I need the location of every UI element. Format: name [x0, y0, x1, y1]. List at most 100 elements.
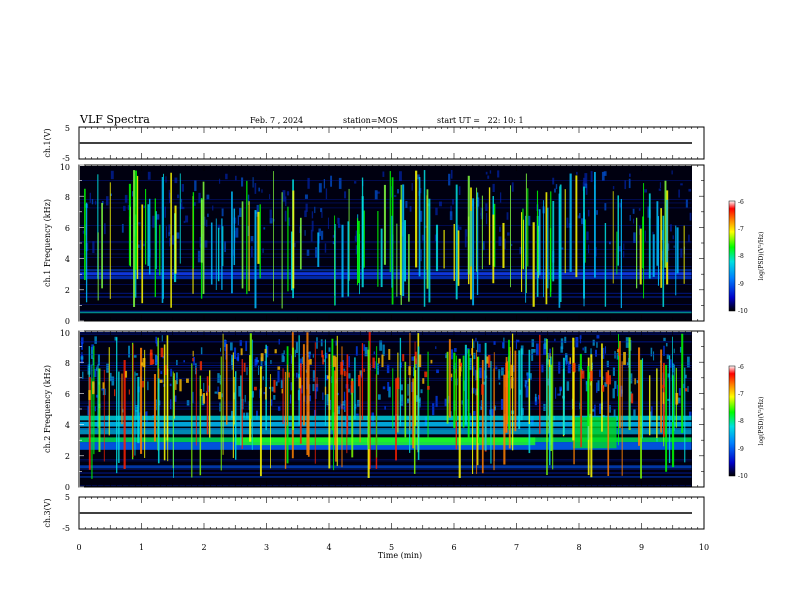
spectrogram-sferic [287, 206, 289, 292]
spectrogram-sferic [299, 217, 302, 270]
spectrogram-blob [264, 348, 267, 354]
spectrogram-hiss [343, 391, 346, 402]
spectrogram-blob [450, 373, 453, 378]
ch2-cbar-tick-m6: -6 [738, 364, 744, 371]
spectrogram-sferic [215, 218, 217, 290]
spectrogram-sferic [155, 211, 157, 270]
spectrogram-hiss [355, 346, 358, 356]
ch2-spectrogram-ticks [78, 330, 705, 488]
spectrogram-sferic [273, 171, 274, 302]
spectrogram-hiss [449, 211, 453, 221]
spectrogram-hiss [261, 189, 263, 193]
spectrogram-hiss [193, 356, 195, 365]
spectrogram-hiss [330, 175, 333, 187]
spectrogram-hiss [618, 246, 622, 252]
spectrogram-hiss [625, 337, 629, 348]
spectrogram-hiss [312, 384, 315, 392]
spectrogram-blob [662, 384, 665, 389]
spectrogram-hiss [354, 235, 357, 242]
spectrogram-sferic [446, 351, 449, 424]
spectrogram-hiss [277, 370, 280, 383]
spectrogram-hiss [93, 368, 97, 378]
spectrogram-sferic [233, 208, 236, 266]
spectrogram-hiss [348, 356, 350, 368]
spectrogram-line [80, 428, 692, 430]
spectrogram-hiss [597, 380, 600, 392]
spectrogram-hiss [152, 215, 155, 228]
spectrogram-hiss [82, 371, 84, 380]
spectrogram-blob [408, 366, 411, 376]
spectrogram-blob [159, 379, 163, 383]
spectrogram-hiss [473, 340, 475, 348]
spectrogram-hiss [221, 208, 224, 217]
spectrogram-hiss [324, 243, 327, 253]
spectrogram-line [80, 365, 692, 366]
spectrogram-hiss [393, 194, 397, 198]
spectrogram-sferic [502, 222, 505, 268]
spectrogram-hiss [169, 383, 172, 387]
spectrogram-sferic [292, 190, 295, 289]
spectrogram-blob [151, 359, 155, 365]
spectrogram-hiss [323, 179, 326, 189]
spectrogram-hiss [309, 351, 311, 356]
spectrogram-hiss [176, 359, 178, 366]
spectrogram-blob [363, 368, 365, 372]
spectrogram-sferic [172, 371, 174, 469]
spectrogram-sferic [336, 335, 338, 467]
spectrogram-sferic [220, 356, 222, 471]
spectrogram-hiss [579, 335, 582, 339]
spectrogram-hiss [82, 230, 86, 234]
spectrogram-hiss [314, 206, 316, 214]
spectrogram-sferic [672, 336, 673, 423]
spectrogram-hiss [269, 218, 273, 224]
ch1-cbar-tick-m7: -7 [738, 226, 744, 233]
spectrogram-hiss [156, 214, 160, 220]
spectrogram-hiss [224, 340, 227, 351]
spectrogram-band [235, 437, 536, 446]
chart-title: VLF Spectra [79, 113, 150, 126]
spectrogram-hiss [554, 338, 556, 342]
spectrogram-blob [322, 354, 324, 365]
spectrogram-line [80, 402, 692, 404]
spectrogram-sferic [192, 192, 195, 269]
spectrogram-sferic [552, 200, 555, 282]
spectrogram-sferic [241, 359, 243, 449]
spectrogram-sferic [639, 228, 642, 285]
spectrogram-hiss [400, 394, 404, 406]
spectrogram-hiss [138, 222, 141, 225]
spectrogram-hiss [90, 347, 94, 359]
spectrogram-blob [324, 386, 327, 395]
spectrogram-sferic [108, 347, 110, 436]
spectrogram-hiss [677, 397, 681, 404]
spectrogram-hiss [91, 198, 94, 205]
spectrogram-hiss [506, 212, 509, 220]
ch1-spectrogram-panel: 0 2 4 6 8 10 ch.1 Frequency (kHz) [43, 163, 705, 326]
spectrogram-hiss [559, 388, 562, 392]
spectrogram-hiss [665, 343, 668, 347]
spectrogram-hiss [326, 394, 330, 406]
spectrogram-hiss [81, 351, 83, 356]
spectrogram-hiss [288, 217, 290, 227]
spectrogram-hiss [325, 188, 328, 200]
spectrogram-hiss [283, 356, 285, 362]
spectrogram-hiss [456, 224, 460, 232]
spectrogram-hiss [601, 347, 605, 359]
spectrogram-hiss [515, 339, 517, 349]
spectrogram-hiss [304, 230, 306, 236]
spectrogram-sferic [671, 375, 675, 468]
spectrogram-hiss [651, 406, 653, 418]
spectrogram-blob [175, 380, 177, 390]
spectrogram-hiss [382, 344, 385, 356]
spectrogram-hiss [543, 343, 547, 355]
spectrogram-sferic [88, 377, 91, 470]
spectrogram-line [80, 275, 692, 277]
spectrogram-hiss [554, 188, 556, 193]
spectrogram-hiss [594, 404, 596, 417]
spectrogram-hiss [555, 184, 558, 190]
spectrogram-line [80, 401, 692, 403]
spectrogram-sferic [101, 202, 103, 289]
spectrogram-hiss [250, 246, 253, 258]
ch2-spec-ytick-0: 0 [65, 483, 70, 492]
spectrogram-hiss [347, 388, 350, 393]
spectrogram-block [572, 417, 617, 449]
